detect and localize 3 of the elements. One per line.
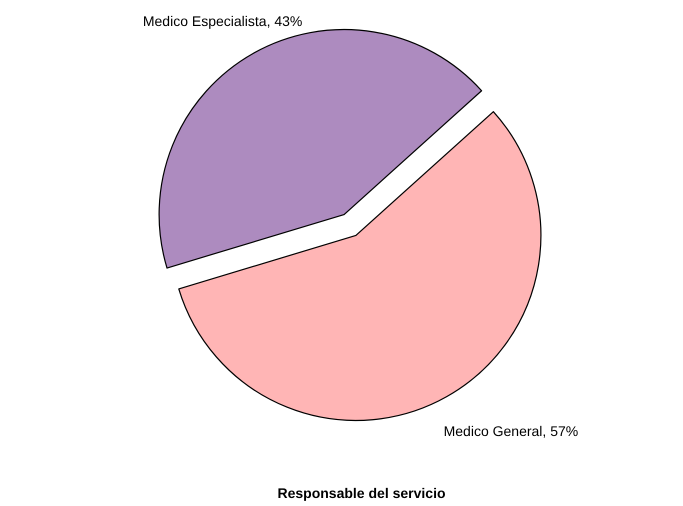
text: Responsable del servicio bbox=[277, 485, 446, 501]
slice-label: Medico General, 57% bbox=[444, 422, 578, 439]
slice-label: Medico Especialista, 43% bbox=[142, 13, 302, 30]
